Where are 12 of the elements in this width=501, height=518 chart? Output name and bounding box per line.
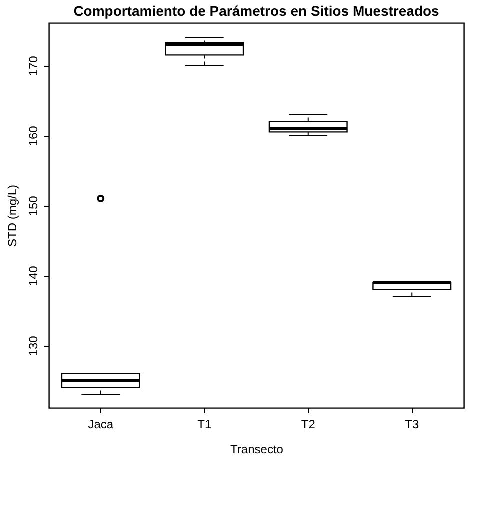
x-axis-title: Transecto — [230, 442, 284, 456]
chart-title: Comportamiento de Parámetros en Sitios Muestreados — [74, 3, 440, 19]
x-tick-label: T3 — [405, 418, 420, 432]
y-tick-label: 150 — [26, 196, 40, 216]
y-axis-title: STD (mg/L) — [6, 184, 20, 248]
y-tick-label: 130 — [26, 336, 40, 356]
x-tick-label: T2 — [301, 418, 316, 432]
y-tick-label: 170 — [26, 56, 40, 76]
x-tick-label: T1 — [198, 418, 212, 432]
x-tick-label: Jaca — [88, 418, 114, 432]
y-tick-label: 140 — [26, 266, 40, 286]
y-tick-label: 160 — [26, 126, 40, 146]
